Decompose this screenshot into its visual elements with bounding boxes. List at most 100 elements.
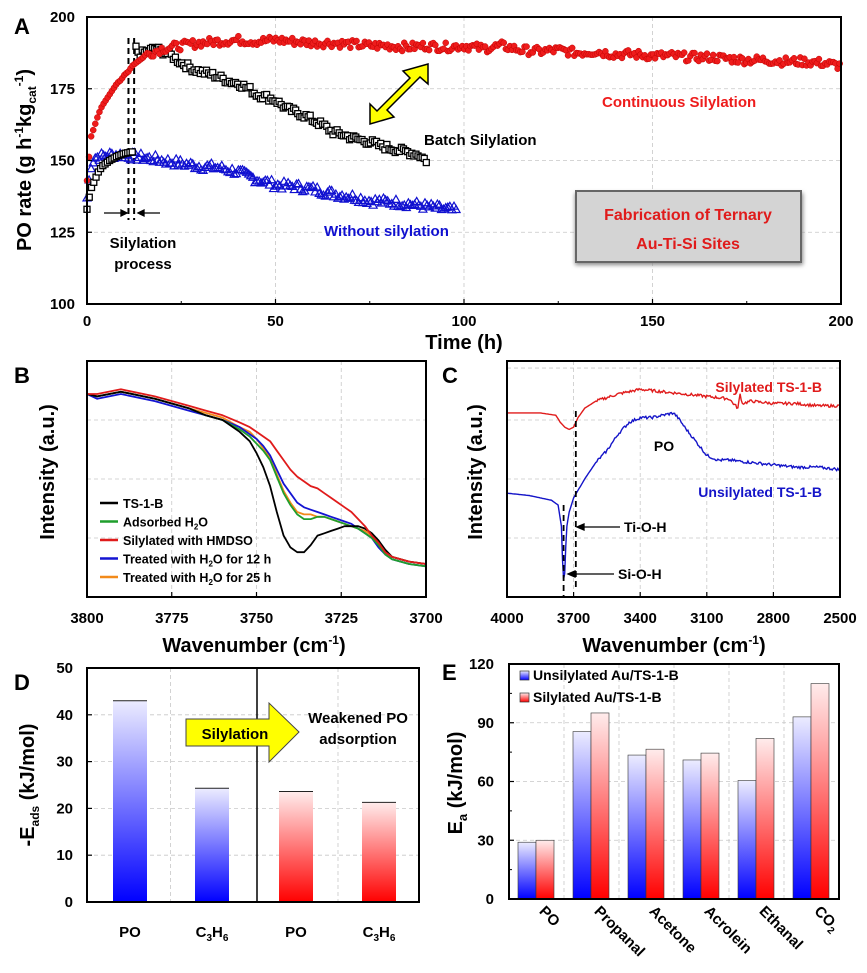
data-c [506, 387, 841, 580]
point-without-silylation [90, 152, 101, 162]
tick-label-x: 3775 [155, 610, 188, 627]
point-continuous-silylation [523, 43, 530, 50]
panel-label-d: D [14, 670, 30, 695]
label-po: PO [654, 438, 674, 454]
legend-label: Adsorbed H2O [123, 516, 208, 532]
tick-label-y: 30 [56, 754, 73, 771]
y-axis-label-c: Intensity (a.u.) [465, 404, 487, 540]
point-without-silylation [334, 191, 346, 201]
point-continuous-silylation [703, 50, 711, 57]
bar-unsilylated [627, 754, 647, 900]
tick-label-x: 3800 [70, 610, 103, 627]
point-continuous-silylation [87, 133, 95, 140]
point-without-silylation [380, 194, 391, 204]
point-continuous-silylation [419, 39, 427, 47]
point-without-silylation [227, 163, 238, 173]
grid-e [509, 664, 839, 899]
x-axis-label-a: Time (h) [425, 332, 502, 354]
tick-label-y: 150 [50, 153, 75, 170]
point-continuous-silylation [347, 44, 354, 52]
tick-label-x: 3100 [690, 610, 723, 627]
legend-label: Treated with H2O for 12 h [123, 553, 271, 569]
point-batch-silylation [422, 158, 430, 167]
point-without-silylation [123, 153, 134, 162]
point-continuous-silylation [709, 51, 717, 59]
bars-d [113, 700, 396, 902]
point-without-silylation [258, 176, 269, 186]
label-ti-o-h: Ti-O-H [624, 519, 667, 535]
point-continuous-silylation [815, 55, 823, 63]
point-without-silylation [140, 153, 151, 163]
tick-label-x: 3700 [557, 610, 590, 627]
point-without-silylation [247, 172, 258, 181]
category-label: PO [119, 924, 141, 941]
point-without-silylation [241, 167, 252, 176]
point-without-silylation [148, 156, 159, 166]
y-axis-label-a: PO rate (g h-1kgcat-1) [12, 69, 39, 251]
point-without-silylation [297, 186, 308, 196]
point-continuous-silylation [481, 43, 489, 50]
panel-label-a: A [14, 14, 30, 39]
tick-label-x: 3750 [240, 610, 273, 627]
tick-label-y: 175 [50, 81, 75, 98]
legend-label: TS-1-B [123, 497, 163, 511]
point-without-silylation [229, 169, 240, 178]
point-without-silylation [285, 180, 296, 189]
bar-unsilylated [792, 716, 812, 900]
point-without-silylation [237, 164, 248, 174]
point-without-silylation [305, 182, 316, 192]
tick-label-x: 50 [267, 313, 284, 330]
point-without-silylation [442, 201, 453, 211]
tick-label-y: 0 [65, 894, 73, 911]
point-without-silylation [243, 168, 254, 178]
bar-silylated [810, 683, 830, 900]
bar-silylated [590, 712, 610, 900]
dashed-markers-c [562, 411, 577, 596]
bar-unsilylated [195, 788, 229, 902]
point-without-silylation [171, 153, 182, 163]
tick-label-y: 50 [56, 660, 73, 677]
frame-c [506, 360, 841, 598]
bar-silylated [362, 802, 396, 902]
bar-unsilylated [572, 731, 592, 900]
category-label: PO [285, 924, 307, 941]
silylation-arrow-icon [185, 701, 300, 764]
tick-label-x: 200 [828, 313, 853, 330]
point-without-silylation [314, 188, 325, 198]
tick-label-y: 200 [50, 9, 75, 26]
point-without-silylation [220, 164, 231, 174]
point-without-silylation [142, 152, 153, 162]
point-without-silylation [133, 152, 144, 162]
tick-label-x: 4000 [490, 610, 523, 627]
panel-a: 0 50 100 150 200 100 125 150 175 200 A Time (h) P… [12, 9, 854, 354]
point-continuous-silylation [442, 39, 449, 47]
point-without-silylation [266, 174, 277, 184]
bar-unsilylated [682, 759, 702, 900]
point-without-silylation [413, 199, 424, 209]
point-without-silylation [191, 162, 202, 172]
point-without-silylation [307, 180, 319, 190]
tick-label-y: 90 [477, 715, 494, 732]
x-axis-label-b: Wavenumber (cm-1) [162, 633, 345, 657]
y-axis-label-b: Intensity (a.u.) [37, 404, 59, 540]
legend-label: Treated with H2O for 25 h [123, 571, 271, 587]
point-without-silylation [104, 147, 115, 156]
annotation-box [575, 190, 802, 263]
point-without-silylation [289, 184, 300, 194]
point-continuous-silylation [89, 126, 97, 134]
tick-label-y: 125 [50, 224, 75, 241]
frame-d [86, 667, 420, 903]
ticks-b: 3800 3775 3750 3725 3700 [70, 592, 443, 627]
point-continuous-silylation [172, 40, 180, 47]
tick-label-x: 100 [451, 313, 476, 330]
point-without-silylation [322, 186, 333, 196]
tick-label-x: 2500 [823, 610, 856, 627]
ticks-c: 4000 3700 3400 3100 2800 2500 [490, 592, 857, 627]
panel-label-c: C [442, 363, 458, 388]
point-without-silylation [451, 204, 462, 214]
bar-silylated [645, 748, 665, 900]
label-continuous-silylation: Continuous Silylation [602, 94, 756, 111]
point-without-silylation [200, 162, 211, 171]
point-continuous-silylation [801, 55, 808, 63]
tick-label-x: 150 [640, 313, 665, 330]
